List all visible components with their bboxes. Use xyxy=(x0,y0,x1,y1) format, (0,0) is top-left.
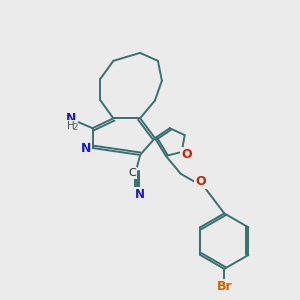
Text: N: N xyxy=(135,188,145,201)
Text: Br: Br xyxy=(217,280,232,293)
Text: C: C xyxy=(128,168,136,178)
Text: N: N xyxy=(80,142,91,154)
Text: H: H xyxy=(67,121,75,131)
Text: O: O xyxy=(181,148,192,161)
Text: O: O xyxy=(195,175,206,188)
Text: 2: 2 xyxy=(72,123,77,132)
Text: N: N xyxy=(66,112,76,125)
